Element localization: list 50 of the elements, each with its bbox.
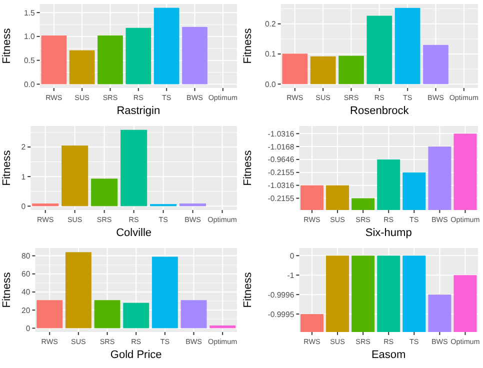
bar <box>180 300 207 328</box>
x-axis-title: Colville <box>116 227 152 239</box>
bar <box>282 54 308 84</box>
x-axis-title: Gold Price <box>110 349 162 361</box>
bar <box>36 300 63 328</box>
x-axis-title: Six-hump <box>365 227 412 239</box>
bar <box>428 146 452 210</box>
bar <box>352 256 375 332</box>
bar <box>69 50 95 84</box>
x-axis-title: Easom <box>371 349 406 361</box>
bar <box>377 256 400 332</box>
bar <box>326 256 350 332</box>
bar <box>154 8 180 84</box>
bar <box>123 302 150 328</box>
bar <box>120 130 148 206</box>
bar <box>454 134 477 210</box>
bar <box>91 178 118 206</box>
bar <box>394 8 420 84</box>
bar <box>402 172 426 210</box>
bar <box>300 314 324 332</box>
x-axis-title: Rastrigin <box>116 105 160 117</box>
y-axis-title: Fitness <box>1 28 13 64</box>
bar <box>402 256 426 332</box>
bar <box>366 16 392 84</box>
bar <box>310 56 336 84</box>
bar <box>180 203 206 206</box>
bar <box>352 198 375 210</box>
bar <box>32 203 59 206</box>
bar <box>377 159 400 210</box>
bar <box>428 294 452 332</box>
bar <box>182 26 208 84</box>
y-axis-title: Fitness <box>1 272 13 308</box>
bar <box>423 44 448 84</box>
bar <box>41 36 67 84</box>
bar <box>62 146 88 206</box>
bar <box>300 185 324 210</box>
y-axis-title: Fitness <box>242 272 254 308</box>
y-axis-title: Fitness <box>1 150 13 186</box>
bar <box>338 56 364 84</box>
bar <box>326 185 350 210</box>
bar <box>65 252 92 328</box>
y-axis-title: Fitness <box>242 150 254 186</box>
bar <box>454 275 477 332</box>
bar <box>98 36 123 84</box>
bar <box>126 28 152 84</box>
y-axis-title: Fitness <box>242 28 254 64</box>
bar <box>210 325 236 328</box>
x-axis-title: Rosenbrock <box>350 105 410 117</box>
bar <box>152 256 178 328</box>
bar <box>94 300 120 328</box>
